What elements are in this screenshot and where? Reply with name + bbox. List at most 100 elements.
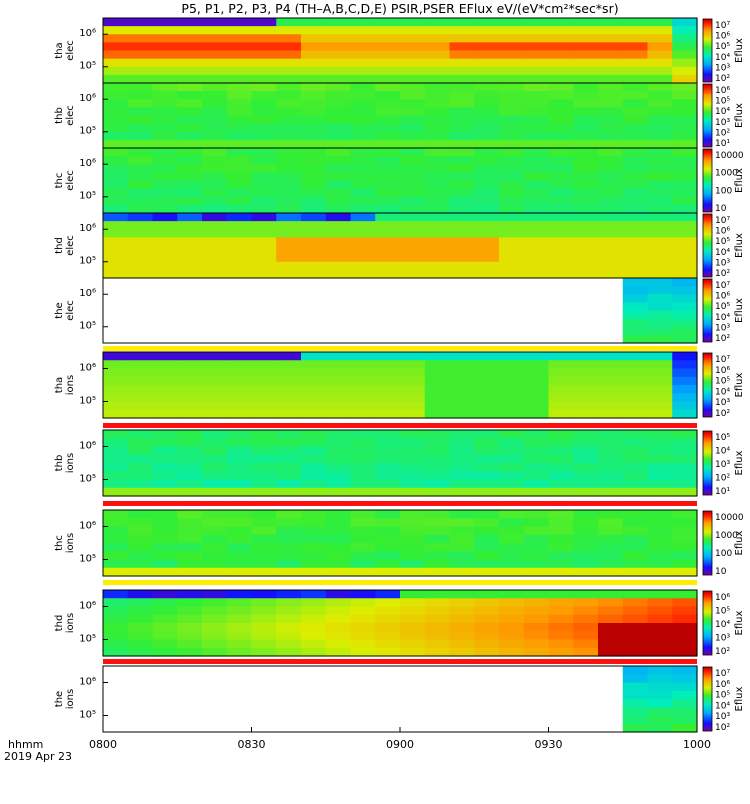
heatmap-cell bbox=[177, 156, 203, 165]
heatmap-cell bbox=[598, 123, 624, 133]
heatmap-cell bbox=[301, 543, 327, 552]
heatmap-cell bbox=[226, 107, 253, 117]
heatmap-cell bbox=[622, 156, 649, 165]
heatmap-cell bbox=[152, 18, 178, 27]
colorbar-tick-label: 10² bbox=[715, 474, 730, 484]
probe-label: thd bbox=[54, 237, 65, 254]
heatmap-cell bbox=[548, 606, 574, 616]
heatmap-cell bbox=[325, 26, 352, 35]
heatmap-cell bbox=[202, 180, 228, 190]
heatmap-cell bbox=[622, 148, 649, 157]
heatmap-cell bbox=[424, 139, 451, 149]
colorbar-tick-label: 10³ bbox=[715, 118, 730, 128]
heatmap-cell bbox=[573, 99, 599, 108]
heatmap-cell bbox=[523, 631, 550, 641]
heatmap-cell bbox=[622, 245, 649, 255]
heatmap-cell bbox=[127, 164, 154, 173]
heatmap-cell bbox=[598, 18, 624, 27]
heatmap-cell bbox=[152, 269, 178, 279]
heatmap-cell bbox=[523, 269, 550, 279]
heatmap-cell bbox=[301, 639, 327, 649]
heatmap-cell bbox=[598, 368, 624, 378]
heatmap-cell bbox=[598, 385, 624, 394]
heatmap-cell bbox=[301, 352, 327, 361]
heatmap-cell bbox=[449, 115, 475, 125]
heatmap-cell bbox=[672, 261, 698, 271]
heatmap-cell bbox=[251, 204, 277, 214]
heatmap-cell bbox=[647, 66, 673, 76]
heatmap-cell bbox=[152, 253, 178, 263]
heatmap-cell bbox=[202, 74, 228, 84]
heatmap-cell bbox=[573, 115, 599, 125]
heatmap-cell bbox=[202, 188, 228, 198]
heatmap-cell bbox=[573, 26, 599, 35]
heatmap-cell bbox=[424, 559, 451, 569]
heatmap-cell bbox=[226, 58, 253, 68]
heatmap-cell bbox=[598, 139, 624, 149]
x-tick-label: 0800 bbox=[89, 738, 117, 751]
heatmap-cell bbox=[573, 567, 599, 577]
heatmap-cell bbox=[548, 479, 574, 489]
heatmap-cell bbox=[400, 180, 426, 190]
heatmap-cell bbox=[375, 26, 401, 35]
heatmap-cell bbox=[598, 510, 624, 519]
heatmap-cell bbox=[499, 148, 525, 157]
heatmap-cell bbox=[251, 352, 277, 361]
heatmap-cell bbox=[499, 50, 525, 60]
heatmap-cell bbox=[127, 409, 154, 419]
y-tick-label: 10⁶ bbox=[79, 362, 96, 373]
heatmap-cell bbox=[622, 237, 649, 247]
heatmap-cell bbox=[672, 543, 698, 552]
heatmap-cell bbox=[548, 401, 574, 411]
heatmap-cell bbox=[177, 623, 203, 632]
heatmap-cell bbox=[375, 454, 401, 464]
heatmap-cell bbox=[301, 245, 327, 255]
heatmap-cell bbox=[647, 164, 673, 173]
heatmap-cell bbox=[375, 91, 401, 100]
colorbar-tick-label: 10⁴ bbox=[715, 248, 730, 258]
x-axis: 0800 0830 0900 0930 1000 bbox=[89, 727, 711, 751]
heatmap-cell bbox=[127, 213, 154, 222]
heatmap-cell bbox=[251, 83, 277, 92]
heatmap-cell bbox=[400, 647, 426, 657]
heatmap-cell bbox=[276, 360, 302, 370]
heatmap-cell bbox=[424, 99, 451, 108]
heatmap-cell bbox=[449, 156, 475, 165]
heatmap-cell bbox=[127, 518, 154, 528]
heatmap-cell bbox=[127, 647, 154, 657]
heatmap-cell bbox=[598, 221, 624, 230]
heatmap-cell bbox=[474, 385, 500, 394]
y-tick-label: 10⁵ bbox=[79, 256, 96, 267]
heatmap-cell bbox=[647, 463, 673, 472]
heatmap-cell bbox=[573, 18, 599, 27]
heatmap-cell bbox=[400, 352, 426, 361]
heatmap-cell bbox=[622, 647, 649, 657]
heatmap-cell bbox=[598, 526, 624, 536]
heatmap-cell bbox=[523, 446, 550, 456]
colorbar-tick-label: 10 bbox=[715, 567, 727, 577]
heatmap-cell bbox=[226, 454, 253, 464]
heatmap-cell bbox=[622, 107, 649, 117]
heatmap-cell bbox=[152, 229, 178, 238]
heatmap-cell bbox=[152, 115, 178, 125]
heatmap-cell bbox=[251, 107, 277, 117]
heatmap-cell bbox=[350, 148, 376, 157]
heatmap-cell bbox=[226, 590, 253, 599]
heatmap-cell bbox=[375, 510, 401, 519]
heatmap-cell bbox=[127, 99, 154, 108]
heatmap-cell bbox=[375, 534, 401, 544]
heatmap-cell bbox=[647, 245, 673, 255]
heatmap-cell bbox=[301, 221, 327, 230]
heatmap-cell bbox=[474, 518, 500, 528]
heatmap-cell bbox=[548, 631, 574, 641]
heatmap-cell bbox=[276, 139, 302, 149]
heatmap-cell bbox=[598, 534, 624, 544]
heatmap-cell bbox=[449, 172, 475, 182]
colorbar-tick-label: 10⁴ bbox=[715, 447, 730, 457]
heatmap-cell bbox=[251, 543, 277, 552]
colorbar-tick-label: 10⁷ bbox=[715, 281, 730, 291]
heatmap-cell bbox=[276, 156, 302, 165]
heatmap-cell bbox=[499, 623, 525, 632]
heatmap-cell bbox=[127, 58, 154, 68]
heatmap-cell bbox=[177, 567, 203, 577]
